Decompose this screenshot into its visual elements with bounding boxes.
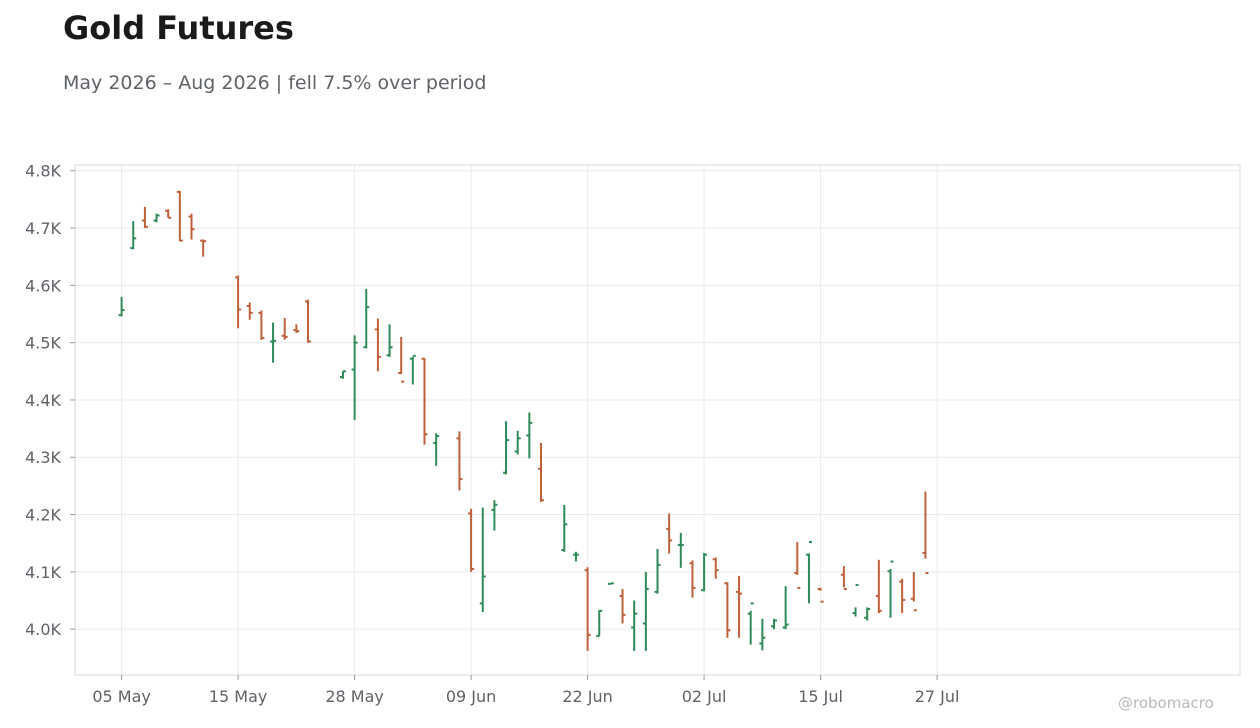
ohlc-bar <box>188 213 195 240</box>
x-tick-label: 05 May <box>92 687 151 706</box>
x-tick-label: 15 Jul <box>798 687 843 706</box>
x-tick-label: 27 Jul <box>915 687 960 706</box>
ohlc-bar <box>246 302 253 320</box>
y-tick-label: 4.0K <box>25 620 61 639</box>
ohlc-bar <box>631 600 638 651</box>
y-tick-label: 4.1K <box>25 563 61 582</box>
ohlc-bar <box>794 542 801 589</box>
ohlc-bar <box>130 221 137 250</box>
ohlc-bar <box>771 618 777 630</box>
ohlc-bar <box>363 288 370 349</box>
ohlc-bar <box>724 582 731 638</box>
ohlc-bar <box>479 507 486 612</box>
ohlc-bar <box>736 575 743 638</box>
y-tick-label: 4.7K <box>25 219 61 238</box>
ohlc-bar <box>875 559 882 614</box>
ohlc-bar <box>852 584 859 617</box>
ohlc-bar <box>840 566 847 591</box>
ohlc-bar <box>561 504 568 552</box>
ohlc-bar <box>409 354 416 385</box>
ohlc-bar <box>305 299 311 343</box>
ohlc-bar <box>351 335 358 420</box>
x-tick-label: 09 Jun <box>446 687 496 706</box>
ohlc-bar <box>235 275 242 329</box>
ohlc-bar <box>712 557 719 579</box>
x-tick-label: 02 Jul <box>682 687 727 706</box>
ohlc-bars <box>118 190 929 651</box>
ohlc-bar <box>374 318 381 372</box>
ohlc-bar <box>153 213 160 223</box>
ohlc-bar <box>619 589 626 624</box>
ohlc-bar <box>654 548 661 594</box>
ohlc-bar <box>526 412 533 459</box>
ohlc-bar <box>805 541 812 604</box>
ohlc-bar <box>281 318 288 340</box>
ohlc-bar <box>864 607 871 621</box>
ohlc-bar <box>910 571 917 612</box>
x-tick-label: 22 Jun <box>562 687 612 706</box>
plot-frame <box>74 164 1241 676</box>
ohlc-bar <box>922 491 929 574</box>
ohlc-bar <box>689 560 696 598</box>
ohlc-bar <box>270 322 277 363</box>
x-tick-label: 28 May <box>325 687 384 706</box>
chart-title: Gold Futures <box>63 9 294 47</box>
ohlc-bar <box>677 532 684 568</box>
y-tick-label: 4.3K <box>25 448 61 467</box>
ohlc-bar <box>176 190 183 242</box>
ohlc-bar <box>666 513 673 554</box>
ohlc-bar <box>456 431 463 491</box>
ohlc-bar <box>503 421 510 475</box>
y-tick-label: 4.2K <box>25 506 61 525</box>
ohlc-bar <box>433 433 440 466</box>
ohlc-bar <box>759 618 766 651</box>
ohlc-bar <box>596 609 603 638</box>
ohlc-bar <box>141 206 148 229</box>
y-tick-label: 4.6K <box>25 276 61 295</box>
ohlc-bar <box>899 578 906 614</box>
chart-subtitle: May 2026 – Aug 2026 | fell 7.5% over per… <box>63 72 487 94</box>
y-tick-label: 4.4K <box>25 391 61 410</box>
y-tick-label: 4.8K <box>25 162 61 181</box>
y-tick-label: 4.5K <box>25 334 61 353</box>
ohlc-bar <box>607 582 614 585</box>
ohlc-bar <box>887 560 894 618</box>
ohlc-bar <box>584 567 591 651</box>
ohlc-bar <box>468 508 475 572</box>
ohlc-bar <box>491 500 498 531</box>
grid-lines <box>75 165 1240 675</box>
ohlc-bar <box>398 336 405 383</box>
ohlc-bar <box>293 324 300 333</box>
watermark: @robomacro <box>1118 694 1214 712</box>
ohlc-bar <box>339 370 346 379</box>
ohlc-bar <box>642 571 649 651</box>
ohlc-bar <box>817 587 824 603</box>
ohlc-bar <box>538 442 544 502</box>
ohlc-bar <box>747 602 754 645</box>
ohlc-bar <box>258 310 265 340</box>
x-axis: 05 May 15 May 28 May 09 Jun 22 Jun 02 Jul 15 J… <box>92 675 959 706</box>
ohlc-bar <box>200 239 207 257</box>
x-tick-label: 15 May <box>209 687 268 706</box>
ohlc-bar <box>386 324 393 357</box>
ohlc-bar <box>701 552 708 592</box>
ohlc-bar <box>572 551 579 562</box>
ohlc-bar <box>118 296 125 317</box>
y-axis: 4.0K 4.1K 4.2K 4.3K 4.4K 4.5K 4.6K 4.7K 4.8K <box>25 162 75 639</box>
ohlc-bar <box>782 586 789 630</box>
ohlc-bar <box>165 209 172 219</box>
ohlc-bar <box>514 430 521 455</box>
ohlc-bar <box>421 357 428 445</box>
